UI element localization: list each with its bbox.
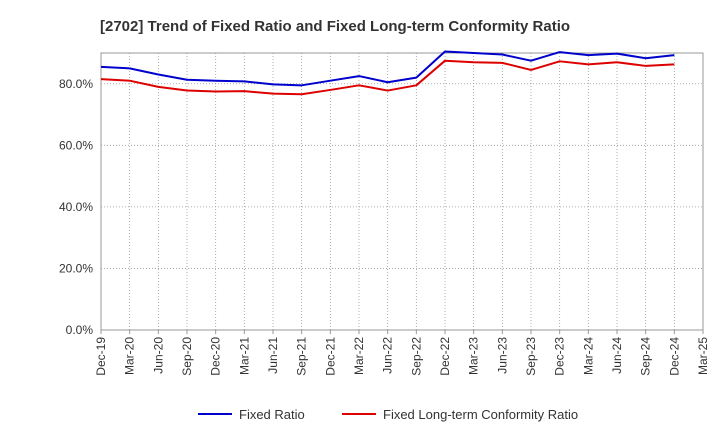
x-tick-label: Dec-19	[94, 337, 108, 376]
x-tick-label: Sep-22	[409, 337, 423, 376]
legend-label: Fixed Long-term Conformity Ratio	[383, 407, 578, 422]
series-line-fixed-ratio	[100, 50, 675, 87]
legend-label: Fixed Ratio	[239, 407, 305, 422]
x-tick-label: Jun-22	[381, 337, 395, 374]
y-tick-label: 80.0%	[59, 77, 93, 91]
x-tick-label: Sep-24	[639, 337, 653, 376]
y-tick-label: 20.0%	[59, 261, 93, 275]
x-tick-label: Dec-22	[438, 337, 452, 376]
x-tick-label: Jun-20	[151, 337, 165, 374]
grid-layer	[100, 52, 704, 331]
plot-border	[100, 52, 704, 331]
y-tick-label: 0.0%	[66, 323, 94, 337]
x-tick-label: Dec-20	[209, 337, 223, 376]
x-tick-label: Mar-25	[696, 337, 710, 375]
y-tick-label: 40.0%	[59, 200, 93, 214]
y-tick-label: 60.0%	[59, 138, 93, 152]
series-layer	[100, 50, 675, 96]
x-tick-label: Dec-23	[553, 337, 567, 376]
x-tick-label: Sep-20	[180, 337, 194, 376]
x-tick-label: Sep-23	[524, 337, 538, 376]
chart-title: [2702] Trend of Fixed Ratio and Fixed Lo…	[100, 18, 570, 35]
x-tick-label: Mar-21	[237, 337, 251, 375]
x-tick-label: Mar-20	[123, 337, 137, 375]
x-tick-label: Sep-21	[295, 337, 309, 376]
legend-item: Fixed Ratio	[198, 407, 305, 422]
x-tick-label: Mar-23	[467, 337, 481, 375]
x-tick-label: Dec-24	[667, 337, 681, 376]
legend-item: Fixed Long-term Conformity Ratio	[342, 407, 578, 422]
x-tick-label: Jun-23	[495, 337, 509, 374]
x-tick-label: Mar-22	[352, 337, 366, 375]
axis-layer: 0.0% 20.0% 40.0% 60.0% 80.0% Dec-19 Mar-20 Jun-…	[59, 77, 710, 376]
x-tick-label: Jun-24	[610, 337, 624, 374]
legend: Fixed Ratio Fixed Long-term Conformity Ra…	[198, 407, 578, 422]
series-line-fixed-long-term-conformity-ratio	[100, 59, 675, 96]
x-tick-label: Jun-21	[266, 337, 280, 374]
x-tick-label: Mar-24	[581, 337, 595, 375]
x-tick-label: Dec-21	[323, 337, 337, 376]
